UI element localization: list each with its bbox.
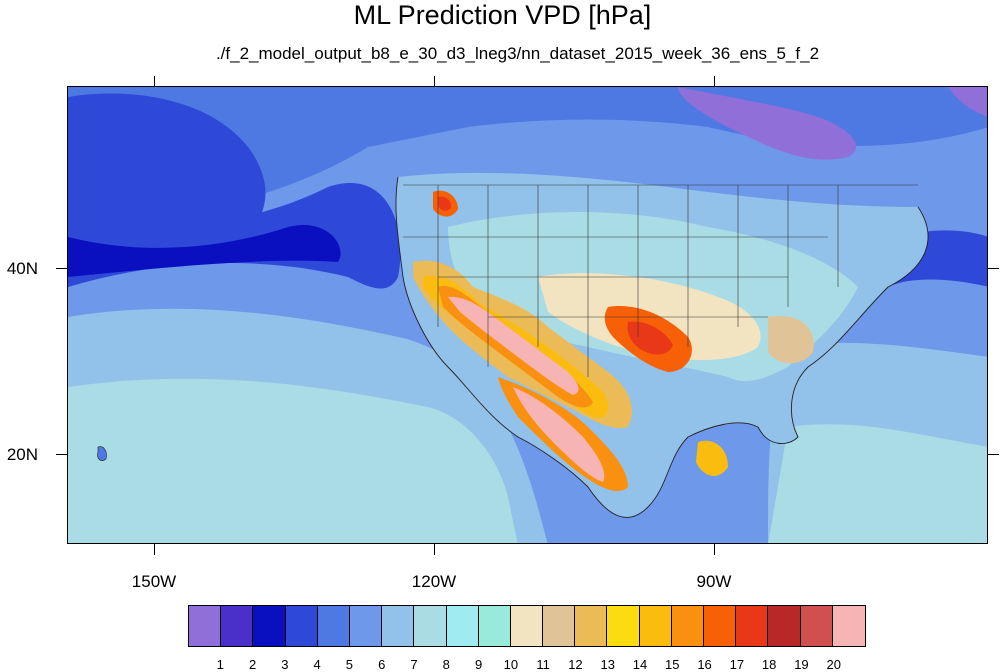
colorbar-label: 5: [345, 657, 354, 672]
colorbar-box: [639, 606, 672, 646]
tropical-band: [68, 378, 518, 543]
texas-hotter: [627, 321, 673, 355]
xtick-mark-90w: [714, 544, 715, 555]
colorbar-label: 10: [503, 657, 519, 672]
colorbar-box: [543, 606, 576, 646]
map-panel: [67, 86, 988, 544]
xtick-mark-120w: [434, 544, 435, 555]
colorbar-label: 18: [761, 657, 777, 672]
colorbar-box: [575, 606, 608, 646]
colorbar-label: 15: [665, 657, 680, 672]
xtick-mark-90w-top: [714, 76, 715, 86]
ytick-mark-20n-right: [988, 454, 999, 455]
colorbar-label: 16: [697, 657, 712, 672]
yucatan-warm: [696, 440, 728, 477]
colorbar-label: 13: [600, 657, 615, 672]
colorbar-box: [382, 606, 415, 646]
colorbar-label: 19: [794, 657, 809, 672]
colorbar-label: 2: [248, 657, 257, 672]
colorbar-label: 9: [474, 657, 483, 672]
colorbar-box: [768, 606, 801, 646]
colorbar-label: 7: [410, 657, 418, 672]
colorbar-box: [414, 606, 447, 646]
colorbar-box: [800, 606, 833, 646]
colorbar-box: [607, 606, 640, 646]
xtick-label-150w: 150W: [131, 572, 177, 591]
colorbar-label: 1: [216, 657, 224, 672]
hawaii-island: [97, 446, 107, 461]
colorbar-label: 17: [729, 657, 745, 672]
colorbar-label: 20: [826, 657, 841, 672]
pacific-deep-band: [68, 225, 341, 277]
colorbar-box: [704, 606, 737, 646]
northwest-hotter-spot: [438, 196, 452, 211]
xtick-mark-120w-top: [434, 76, 435, 86]
colorbar-box: [510, 606, 544, 646]
ytick-mark-20n: [56, 454, 67, 455]
colorbar-box: [189, 606, 222, 646]
map-title: ML Prediction VPD [hPa]: [353, 0, 652, 30]
colorbar-box: [317, 606, 350, 646]
colorbar-label: 3: [281, 657, 289, 672]
north-violet-blob: [678, 87, 857, 160]
coastline: [395, 176, 929, 518]
colorbar-box: [832, 606, 865, 646]
northeast-violet-blob: [948, 87, 987, 117]
colorbar-box: [671, 606, 704, 646]
colorbar-label: 6: [378, 657, 386, 672]
colorbar-box: [349, 606, 383, 646]
caribbean-band: [768, 424, 987, 543]
map-subtitle: ./f_2_model_output_b8_e_30_d3_lneg3/nn_d…: [215, 44, 820, 63]
colorbar-box: [221, 606, 254, 646]
desert-extreme: [448, 296, 579, 395]
xtick-label-120w: 120W: [411, 572, 457, 591]
xtick-mark-150w: [154, 544, 155, 555]
colorbar-label: 11: [536, 657, 550, 672]
colorbar-box: [253, 606, 286, 646]
colorbar-label: 14: [632, 657, 648, 672]
colorbar-box: [736, 606, 769, 646]
ytick-mark-40n: [56, 268, 67, 269]
ytick-mark-40n-right: [988, 268, 999, 269]
colorbar-label: 8: [442, 657, 450, 672]
vpd-field-map: [68, 87, 987, 543]
xtick-label-90w: 90W: [696, 572, 732, 591]
colorbar: [188, 605, 866, 647]
colorbar-box: [446, 606, 479, 646]
colorbar-label: 4: [313, 657, 321, 672]
colorbar-box: [478, 606, 511, 646]
xtick-mark-150w-top: [154, 76, 155, 86]
southeast-tan: [768, 316, 814, 364]
mexico-extreme: [513, 387, 605, 482]
state-boundaries: [403, 184, 918, 377]
colorbar-label: 12: [568, 657, 583, 672]
colorbar-box: [285, 606, 318, 646]
ytick-label-20n: 20N: [6, 445, 38, 464]
ytick-label-40n: 40N: [6, 259, 38, 278]
